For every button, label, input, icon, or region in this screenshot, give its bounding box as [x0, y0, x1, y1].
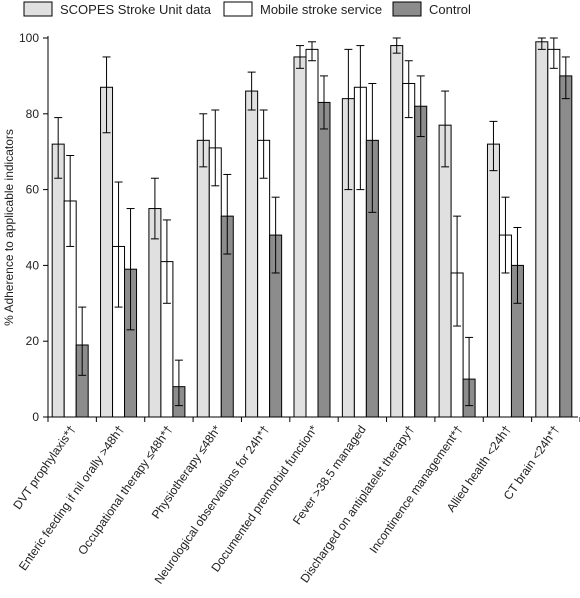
category-labels: DVT prophylaxis*†Enteric feeding if nil … — [10, 422, 562, 586]
bar-scopes — [438, 124, 452, 418]
bar-mobile — [547, 48, 561, 418]
y-tick-label: 60 — [26, 183, 40, 197]
bar-scopes — [196, 139, 210, 418]
bar-control — [317, 101, 331, 418]
bar-scopes — [293, 56, 307, 418]
y-tick-label: 0 — [32, 410, 39, 424]
category-label: Occupational therapy ≤48h*† — [75, 423, 175, 558]
bar-mobile — [402, 82, 416, 418]
legend-label: Mobile stroke service — [260, 2, 382, 17]
bar-scopes — [100, 86, 114, 418]
bar-scopes — [148, 208, 162, 418]
legend-swatch — [23, 1, 53, 17]
legend-label: SCOPES Stroke Unit data — [60, 2, 212, 17]
bar-control — [414, 105, 428, 418]
y-tick-label: 40 — [26, 258, 40, 272]
bar-mobile — [208, 147, 222, 418]
bar-control — [559, 75, 573, 418]
error-bars-group — [54, 37, 570, 407]
legend-label: Control — [429, 2, 471, 17]
bar-scopes — [390, 45, 404, 418]
bar-mobile — [305, 48, 319, 418]
y-tick-label: 100 — [19, 31, 39, 45]
bar-scopes — [51, 143, 65, 418]
y-tick-label: 20 — [26, 334, 40, 348]
category-label: Incontinence management*† — [366, 423, 465, 556]
legend-swatch — [223, 1, 253, 17]
bar-scopes — [245, 90, 259, 418]
bar-mobile — [257, 139, 271, 418]
legend-swatch — [392, 1, 422, 17]
chart-legend: SCOPES Stroke Unit data Mobile stroke ser… — [23, 1, 471, 17]
y-axis-label: % Adherence to applicable indicators — [2, 129, 16, 326]
bar-scopes — [535, 41, 549, 418]
y-tick-label: 80 — [26, 107, 40, 121]
bar-scopes — [486, 143, 500, 418]
